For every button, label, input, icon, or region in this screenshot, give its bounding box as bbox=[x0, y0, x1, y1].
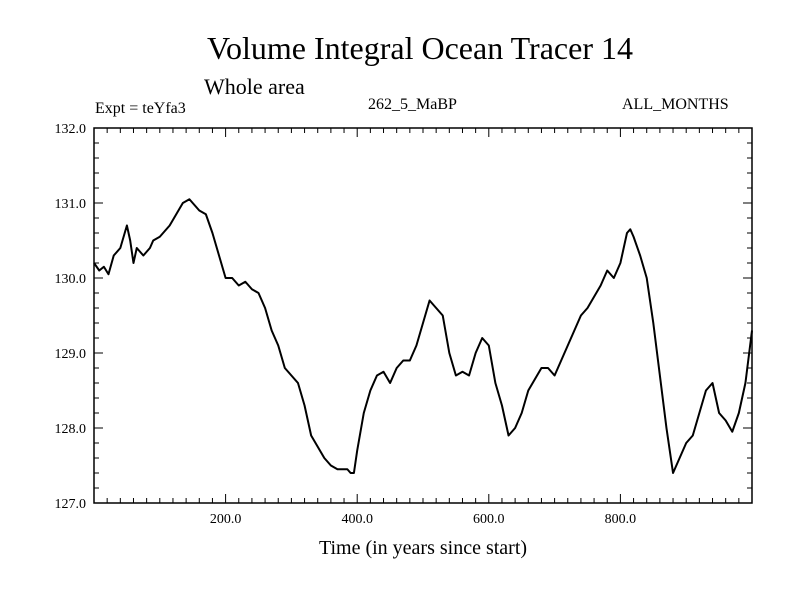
y-tick-label: 131.0 bbox=[55, 197, 87, 212]
series-line bbox=[93, 198, 753, 474]
experiment-label: Expt = teYfa3 bbox=[95, 100, 186, 117]
x-tick-label: 600.0 bbox=[473, 512, 505, 527]
y-tick-label: 132.0 bbox=[55, 122, 87, 137]
period-label: 262_5_MaBP bbox=[368, 96, 457, 113]
y-tick-label: 128.0 bbox=[55, 422, 87, 437]
y-tick-label: 130.0 bbox=[55, 272, 87, 287]
chart-title: Volume Integral Ocean Tracer 14 bbox=[207, 30, 633, 66]
axis-ticks bbox=[94, 128, 752, 503]
x-axis-label: Time (in years since start) bbox=[318, 537, 528, 559]
x-tick-label: 200.0 bbox=[210, 512, 242, 527]
months-label: ALL_MONTHS bbox=[622, 96, 729, 113]
plot-frame bbox=[93, 127, 753, 504]
y-tick-label: 127.0 bbox=[55, 497, 87, 512]
chart-subtitle: Whole area bbox=[204, 74, 305, 99]
y-tick-label: 129.0 bbox=[55, 347, 87, 362]
x-tick-label: 400.0 bbox=[341, 512, 373, 527]
x-tick-label: 800.0 bbox=[605, 512, 637, 527]
axis-tick-labels: 200.0 400.0 600.0 800.0 127.0 128.0 129.0 130.0… bbox=[55, 122, 637, 527]
